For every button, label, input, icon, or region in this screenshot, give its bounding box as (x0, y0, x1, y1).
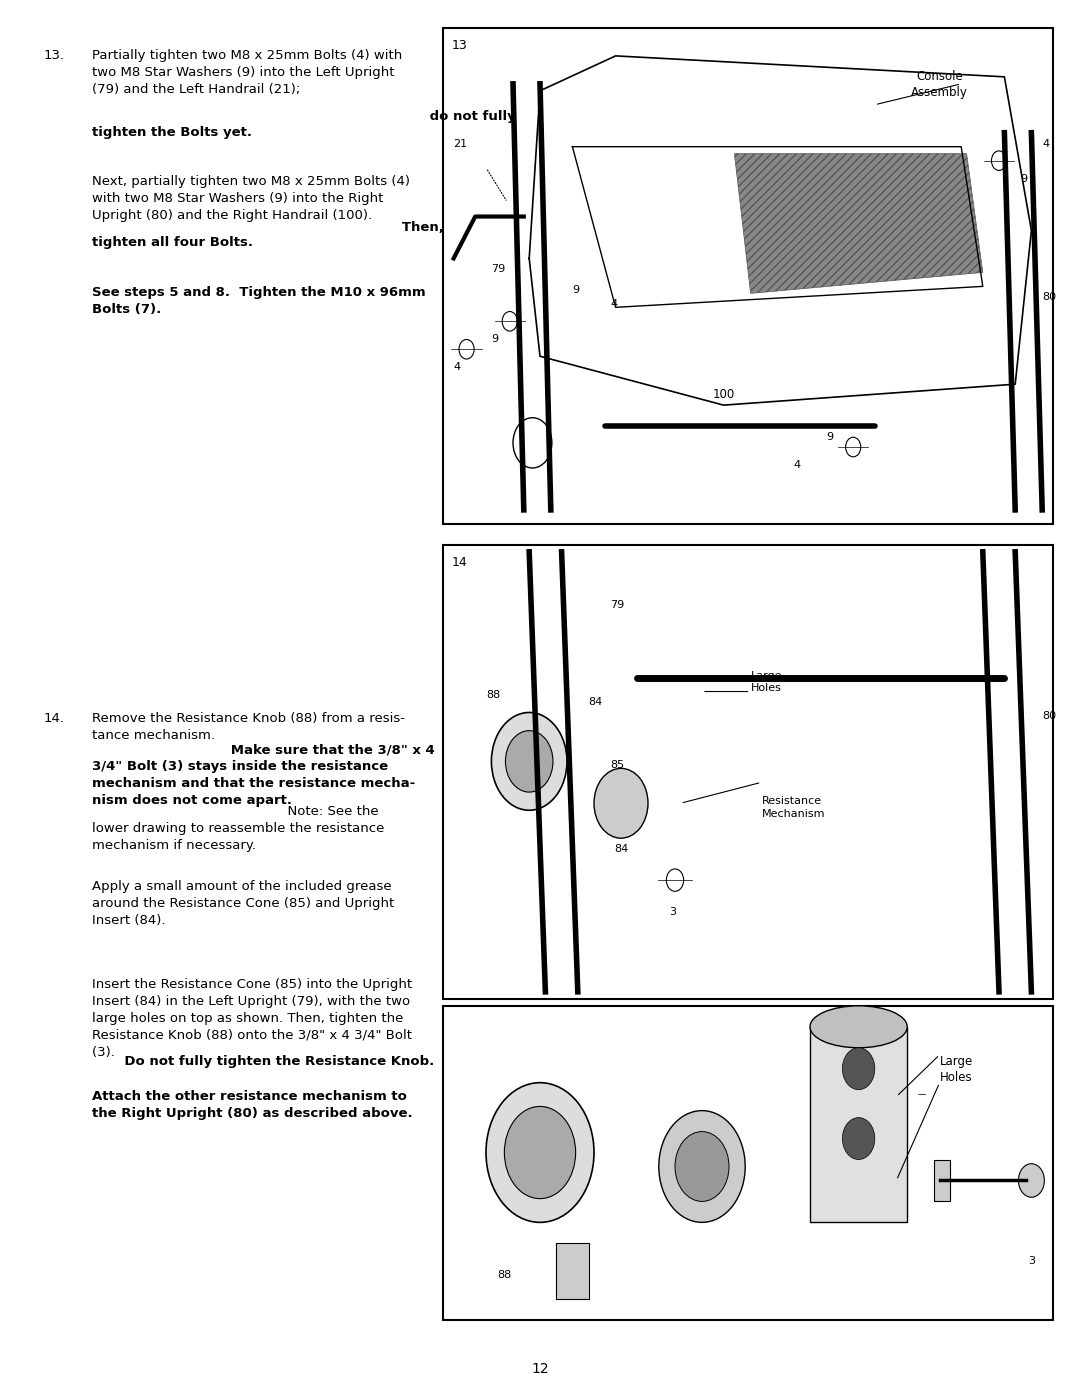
Circle shape (842, 1048, 875, 1090)
Text: Remove the Resistance Knob (88) from a resis-
tance mechanism.: Remove the Resistance Knob (88) from a r… (92, 712, 405, 742)
Bar (443, 1006, 1053, 1320)
Text: 9: 9 (826, 432, 834, 441)
Circle shape (1018, 1164, 1044, 1197)
Text: 12: 12 (531, 1362, 549, 1376)
Circle shape (842, 1118, 875, 1160)
Circle shape (991, 151, 1007, 170)
Text: 9: 9 (572, 285, 580, 295)
Text: Partially tighten two M8 x 25mm Bolts (4) with
two M8 Star Washers (9) into the : Partially tighten two M8 x 25mm Bolts (4… (92, 49, 402, 96)
Circle shape (594, 768, 648, 838)
Text: 84: 84 (613, 844, 629, 854)
Polygon shape (734, 154, 983, 293)
Text: 9: 9 (1021, 173, 1028, 183)
Text: Resistance
Mechanism: Resistance Mechanism (761, 796, 825, 819)
Text: 85: 85 (610, 760, 624, 770)
Text: 79: 79 (491, 264, 505, 274)
Text: Apply a small amount of the included grease
around the Resistance Cone (85) and : Apply a small amount of the included gre… (92, 880, 394, 928)
Text: 21: 21 (454, 138, 468, 148)
Text: 14.: 14. (43, 712, 64, 725)
Text: See steps 5 and 8.  Tighten the M10 x 96mm
Bolts (7).: See steps 5 and 8. Tighten the M10 x 96m… (92, 286, 426, 316)
Circle shape (502, 312, 517, 331)
Ellipse shape (810, 1006, 907, 1048)
Text: Do not fully tighten the Resistance Knob.: Do not fully tighten the Resistance Knob… (92, 1055, 434, 1067)
Circle shape (505, 731, 553, 792)
Bar (556, 1243, 589, 1299)
Text: 4: 4 (454, 362, 461, 372)
Text: 9: 9 (491, 334, 499, 344)
Text: 3: 3 (670, 907, 676, 916)
Text: Make sure that the 3/8" x 4
3/4" Bolt (3) stays inside the resistance
mechanism : Make sure that the 3/8" x 4 3/4" Bolt (3… (92, 743, 434, 807)
Text: Large
Holes: Large Holes (940, 1055, 973, 1084)
Circle shape (675, 1132, 729, 1201)
Text: 4: 4 (610, 299, 618, 309)
Circle shape (846, 437, 861, 457)
Text: 13.: 13. (43, 49, 65, 61)
Text: —: — (918, 1090, 927, 1098)
Text: 88: 88 (486, 690, 500, 700)
Text: Insert the Resistance Cone (85) into the Upright
Insert (84) in the Left Upright: Insert the Resistance Cone (85) into the… (92, 978, 411, 1059)
Text: Then,: Then, (92, 221, 444, 233)
Text: 3: 3 (1028, 1256, 1035, 1266)
Circle shape (491, 712, 567, 810)
Text: tighten all four Bolts.: tighten all four Bolts. (92, 236, 253, 249)
Text: 14: 14 (451, 556, 468, 569)
Text: tighten the Bolts yet.: tighten the Bolts yet. (92, 126, 252, 138)
Bar (443, 28, 1053, 524)
Text: 4: 4 (794, 460, 801, 469)
Circle shape (513, 418, 552, 468)
Bar (810, 1027, 907, 1222)
Text: 79: 79 (610, 599, 624, 609)
Bar (443, 545, 1053, 999)
Text: 84: 84 (589, 697, 603, 707)
Circle shape (459, 339, 474, 359)
Text: do not fully: do not fully (92, 110, 515, 123)
Text: Large
Holes: Large Holes (751, 671, 782, 693)
Text: Console
Assembly: Console Assembly (912, 70, 968, 99)
Circle shape (666, 869, 684, 891)
Circle shape (504, 1106, 576, 1199)
Text: Note: See the
lower drawing to reassemble the resistance
mechanism if necessary.: Note: See the lower drawing to reassembl… (92, 805, 384, 852)
Circle shape (659, 1111, 745, 1222)
Circle shape (486, 1083, 594, 1222)
Text: 100: 100 (713, 388, 735, 401)
Text: 80: 80 (1042, 292, 1056, 302)
Text: 13: 13 (451, 39, 468, 52)
Text: Attach the other resistance mechanism to
the Right Upright (80) as described abo: Attach the other resistance mechanism to… (92, 1090, 413, 1119)
Text: 4: 4 (1042, 138, 1050, 148)
Text: Next, partially tighten two M8 x 25mm Bolts (4)
with two M8 Star Washers (9) int: Next, partially tighten two M8 x 25mm Bo… (92, 175, 409, 222)
Bar (934, 1160, 950, 1201)
Text: 88: 88 (497, 1270, 511, 1280)
Text: 80: 80 (1042, 711, 1056, 721)
